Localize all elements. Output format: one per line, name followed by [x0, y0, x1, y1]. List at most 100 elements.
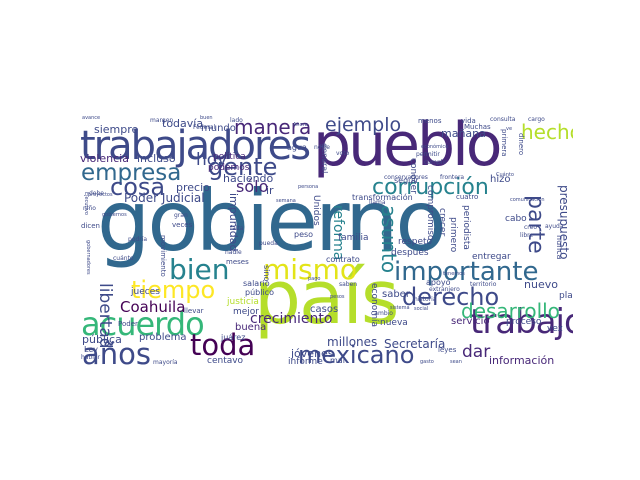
word-gasto: gasto [420, 359, 434, 365]
word-proceso: proceso [506, 317, 542, 327]
word-centavo: centavo [207, 356, 244, 366]
word-vida: vida [461, 117, 476, 125]
word-nino: niño [83, 205, 96, 212]
word-unidos: Unidos [311, 195, 321, 226]
word-nunca: nunca [555, 235, 564, 260]
word-economia: economía [369, 283, 379, 327]
word-asunto: asunto [377, 205, 401, 274]
word-secretaria: Secretaría [384, 337, 446, 351]
word-empresa: empresa [81, 160, 182, 186]
word-derecho: derecho [402, 283, 500, 311]
word-importante: importante [394, 257, 539, 287]
word-crecimiento: crecimiento [250, 311, 333, 327]
word-avance: avance [82, 115, 101, 121]
word-saben: saben [339, 281, 358, 288]
word-semana: semana [276, 198, 296, 204]
word-nuevo: nuevo [524, 278, 558, 291]
word-leyes: leyes [438, 346, 457, 354]
word-peso: peso [294, 230, 314, 239]
word-proyectos: proyectos [88, 192, 113, 198]
word-movimiento: movimiento [159, 235, 167, 277]
word-gobierno: gobierno [97, 172, 447, 270]
word-pais: país [254, 255, 399, 341]
word-seguir: seguir [394, 176, 419, 185]
word-conservadores: conservadores [384, 174, 428, 181]
word-primera: primera [500, 129, 508, 157]
word-gente: gente [208, 153, 278, 181]
word-comunicacion: comunicación [510, 197, 545, 203]
word-gran: gran [174, 212, 188, 219]
word-millones: millones [327, 335, 378, 349]
word-precio: precio [176, 181, 210, 194]
word-siempre: siempre [94, 123, 139, 136]
word-persona: persona [298, 184, 319, 190]
word-cuanto: cuánto [113, 255, 134, 262]
word-mayoria: mayoría [153, 359, 178, 366]
word-dicen: dicen [81, 222, 100, 230]
word-poder: Poder [118, 320, 138, 328]
word-llama: llama [369, 199, 386, 206]
word-cosa: cosa [110, 173, 166, 201]
word-pesos: pesos [330, 294, 345, 300]
word-cloud: gobierno país pueblo trabajadores mismo … [80, 115, 573, 366]
word-problema: problema [139, 332, 187, 343]
word-salario: salario [243, 279, 270, 288]
word-sistema: sistema [390, 305, 410, 311]
word-cuatro: cuatro [456, 193, 479, 201]
word-ve: ve [506, 126, 513, 132]
word-toda: toda [190, 328, 256, 362]
word-plan: plan [559, 291, 573, 301]
word-periodista: periodista [461, 205, 471, 250]
word-impunidad: impunidad [227, 193, 240, 252]
word-permitir: permitir [416, 151, 440, 158]
word-saber: saber [382, 289, 410, 300]
word-pago: pago [308, 276, 321, 282]
word-casos: casos [310, 304, 339, 315]
word-solo: sólo [236, 177, 269, 196]
word-gobiernos: gobiernos [102, 212, 127, 218]
word-social: social [414, 306, 429, 312]
word-contrato: contrato [326, 255, 360, 264]
word-juarez: juárez [221, 333, 246, 342]
word-podria: podría [128, 236, 148, 243]
word-llevar: llevar [184, 307, 204, 315]
word-politica: política [213, 152, 246, 162]
word-trabajo: trabajo [470, 302, 573, 342]
word-despues: después [391, 248, 429, 258]
word-violencia: violencia [80, 152, 129, 165]
word-justicia: justicia [227, 297, 259, 307]
word-desarrollo: desarrollo [461, 299, 560, 323]
word-hablar: hablar [81, 354, 101, 361]
word-cuanto-upper: Cuánto [496, 172, 514, 178]
word-nueva: nueva [380, 318, 408, 328]
word-creo: creo [524, 224, 537, 231]
word-mexicano: mexicano [298, 341, 415, 366]
word-agua: agua [287, 143, 307, 152]
word-poder-judicial: Poder Judicial [124, 191, 205, 205]
word-tiempo: tiempo [131, 276, 216, 304]
word-bien: bien [169, 253, 230, 286]
word-corrupcion: corrupción [372, 175, 489, 200]
word-informacion: información [489, 354, 555, 366]
word-anos: años [82, 337, 152, 367]
word-entregar: entregar [472, 252, 511, 262]
word-vez: vez [547, 324, 563, 334]
word-hecho: hecho [521, 120, 573, 144]
word-muchas: Muchas [464, 123, 491, 131]
word-menos: menos [418, 117, 442, 125]
word-publica: pública [82, 333, 122, 346]
word-jovenes: jóvenes [291, 347, 334, 360]
word-margen: margen [150, 117, 174, 124]
word-respeto: respeto [398, 237, 433, 247]
word-buen: buen [200, 115, 213, 121]
word-veces: veces [172, 221, 193, 229]
word-cambio: cambio [371, 310, 393, 317]
word-apoyo: apoyo [426, 278, 451, 287]
word-ir: ir [266, 184, 274, 197]
word-ley: Ley [84, 345, 98, 354]
word-historia: historia [414, 296, 437, 303]
word-consulta: consulta [490, 116, 516, 123]
word-federal: Federal [193, 124, 216, 131]
word-incluso: incluso [137, 152, 176, 165]
word-publico: público [245, 288, 274, 297]
